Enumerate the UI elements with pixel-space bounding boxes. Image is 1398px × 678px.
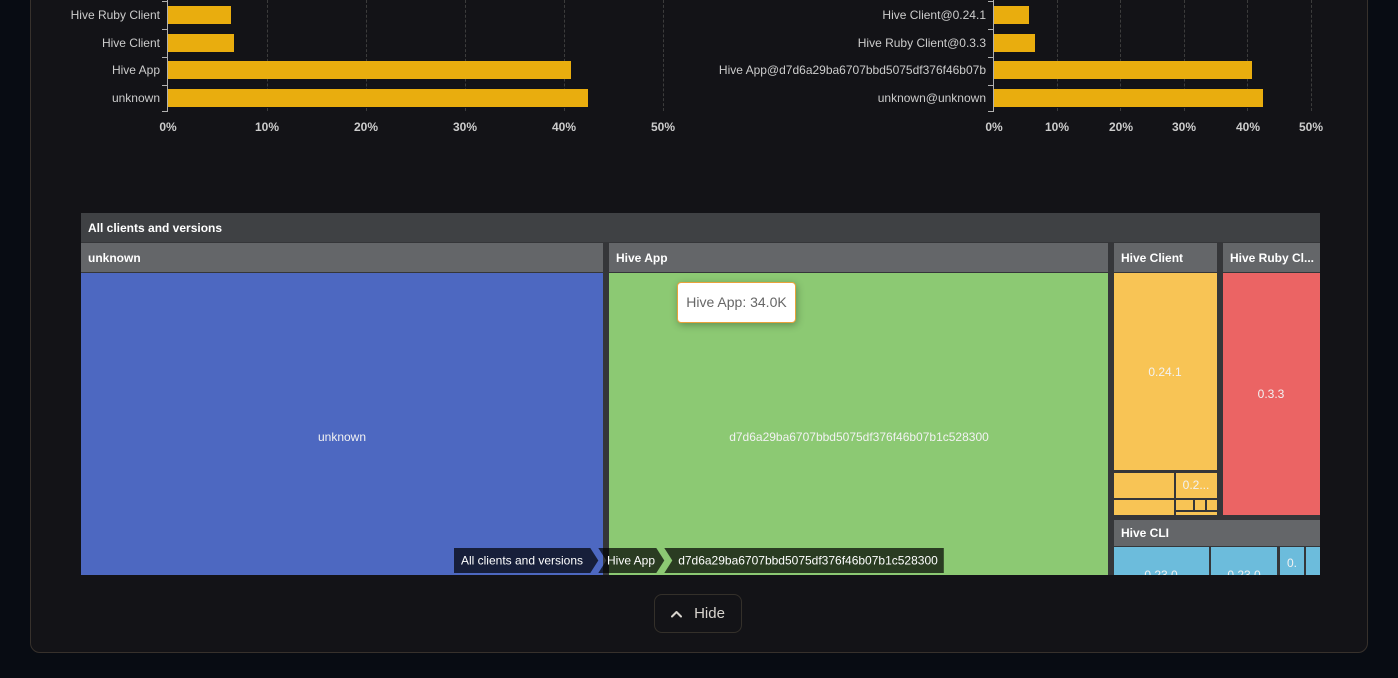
svg-text:Hive App: Hive App [607, 554, 655, 568]
svg-text:All clients and versions: All clients and versions [461, 554, 583, 568]
svg-text:d7d6a29ba6707bbd5075df376f46b0: d7d6a29ba6707bbd5075df376f46b07b1c528300 [678, 554, 938, 568]
